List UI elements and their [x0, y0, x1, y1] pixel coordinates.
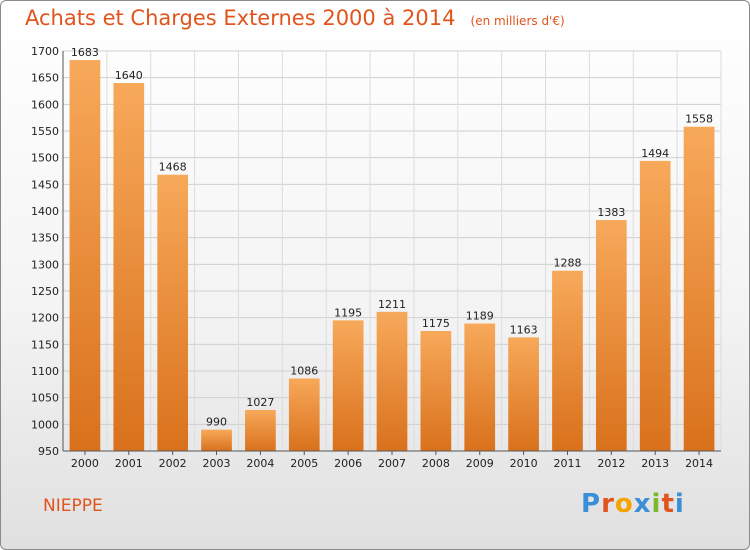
- bar-2008: [420, 331, 452, 451]
- bar-value-label: 1683: [71, 46, 99, 59]
- x-tick-label: 2003: [203, 457, 231, 470]
- y-tick-label: 1000: [31, 418, 59, 431]
- x-tick-label: 2012: [597, 457, 625, 470]
- x-tick-label: 2005: [290, 457, 318, 470]
- logo-letter: P: [581, 489, 602, 519]
- bar-2010: [508, 337, 539, 451]
- x-tick-label: 2010: [510, 457, 538, 470]
- bar-value-label: 1086: [290, 364, 318, 377]
- y-tick-label: 1050: [31, 392, 59, 405]
- commune-name: NIEPPE: [43, 496, 103, 516]
- bar-2001: [113, 83, 145, 451]
- y-tick-label: 1600: [31, 98, 59, 111]
- bar-2009: [464, 323, 496, 451]
- bar-2007: [376, 311, 408, 451]
- bar-value-label: 1175: [422, 317, 450, 330]
- x-tick-label: 2013: [641, 457, 669, 470]
- bar-value-label: 1383: [597, 206, 625, 219]
- x-tick-label: 2002: [159, 457, 187, 470]
- y-tick-label: 950: [38, 445, 59, 458]
- unit-text: (en milliers d'€): [470, 14, 565, 28]
- x-tick-label: 2008: [422, 457, 450, 470]
- bar-value-label: 1494: [641, 147, 669, 160]
- x-tick-label: 2000: [71, 457, 99, 470]
- y-tick-label: 1350: [31, 232, 59, 245]
- y-tick-label: 1300: [31, 258, 59, 271]
- x-tick-label: 2009: [466, 457, 494, 470]
- logo-letter: r: [601, 489, 615, 519]
- y-tick-label: 1150: [31, 338, 59, 351]
- x-tick-label: 2007: [378, 457, 406, 470]
- bars-group: 1683 1640 1468 990 1027 1086 1195 1211 1175 1189 1…: [69, 46, 715, 452]
- chart-title: Achats et Charges Externes 2000 à 2014 (…: [25, 6, 565, 30]
- bar-value-label: 1163: [510, 323, 538, 336]
- y-tick-label: 1500: [31, 152, 59, 165]
- bar-2003: [201, 429, 232, 451]
- bar-value-label: 1189: [466, 310, 494, 323]
- axes-group: 950 1000 1050 1100 1150 1200 1250 1300 1350 1400 1…: [31, 45, 721, 470]
- bar-2005: [288, 378, 320, 451]
- y-tick-label: 1550: [31, 125, 59, 138]
- bar-value-label: 1211: [378, 298, 406, 311]
- x-tick-label: 2014: [685, 457, 713, 470]
- bar-value-label: 1640: [115, 69, 143, 82]
- y-tick-label: 1400: [31, 205, 59, 218]
- logo-letter: t: [661, 489, 675, 519]
- y-tick-label: 1450: [31, 178, 59, 191]
- bar-2014: [683, 126, 715, 451]
- y-tick-label: 1200: [31, 312, 59, 325]
- logo-letter: i: [651, 489, 662, 519]
- bar-2006: [332, 320, 364, 451]
- y-tick-label: 1650: [31, 72, 59, 85]
- logo-letter: x: [633, 489, 652, 519]
- bar-2002: [157, 174, 189, 451]
- y-tick-label: 1700: [31, 45, 59, 58]
- logo-letter: o: [614, 489, 634, 519]
- x-tick-label: 2001: [115, 457, 143, 470]
- bar-value-label: 1195: [334, 306, 362, 319]
- bar-2012: [595, 220, 627, 451]
- bar-2000: [69, 60, 101, 452]
- bar-value-label: 990: [206, 416, 227, 429]
- title-text: Achats et Charges Externes 2000 à 2014: [25, 6, 456, 30]
- x-tick-label: 2011: [553, 457, 581, 470]
- bar-value-label: 1027: [246, 396, 274, 409]
- x-tick-label: 2006: [334, 457, 362, 470]
- bar-2004: [245, 409, 276, 451]
- bar-2011: [552, 270, 583, 451]
- x-tick-label: 2004: [246, 457, 274, 470]
- bar-value-label: 1288: [553, 257, 581, 270]
- y-tick-label: 1250: [31, 285, 59, 298]
- proxiti-logo: Proxiti: [581, 489, 685, 519]
- bar-2013: [639, 160, 671, 451]
- logo-letter: i: [674, 489, 685, 519]
- bar-value-label: 1558: [685, 113, 713, 126]
- y-tick-label: 1100: [31, 365, 59, 378]
- bar-value-label: 1468: [159, 161, 187, 174]
